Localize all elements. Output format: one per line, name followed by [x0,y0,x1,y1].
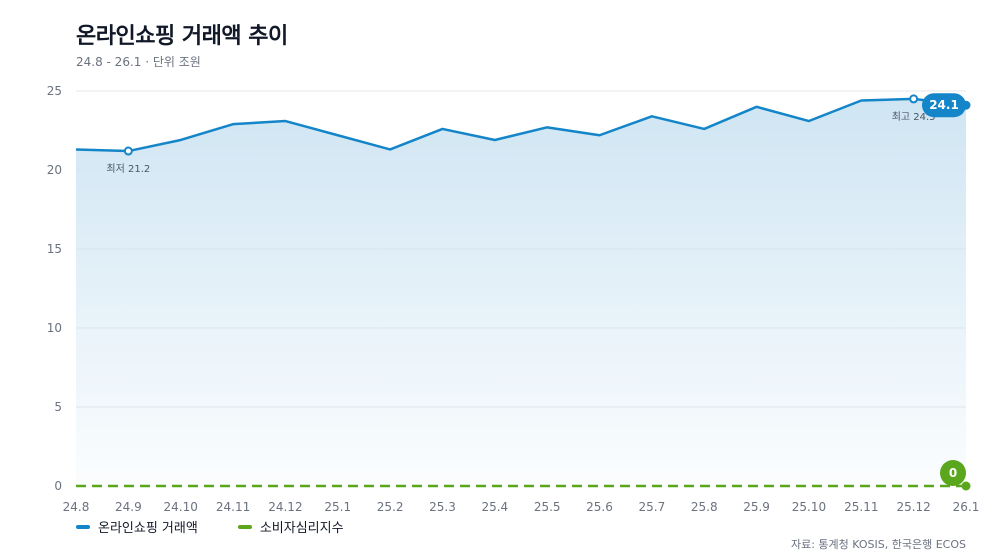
online-shopping-end-dot [961,100,971,110]
x-tick-label-25.12: 25.12 [896,500,930,514]
legend-item-online-shopping: 온라인쇼핑 거래액 [76,517,198,536]
consumer-sentiment-end-dot [961,481,971,491]
y-tick-label-20: 20 [47,163,62,177]
annotations: 최저 21.2 최고 24.524.1 0 [106,93,971,491]
x-tick-label-26.1: 26.1 [953,500,980,514]
x-tick-label-25.1: 25.1 [324,500,351,514]
legend-item-consumer-sentiment: 소비자심리지수 [237,517,344,536]
y-axis: 0 5 10 15 20 25 [47,84,62,493]
y-tick-label-5: 5 [54,400,62,414]
legend-swatch-online-shopping [76,524,90,529]
legend-label-online-shopping: 온라인쇼핑 거래액 [98,521,198,536]
online-shopping-end-label: 24.1 [929,98,959,112]
annotation-point-1 [909,94,919,104]
source-note: 자료: 통계청 KOSIS, 한국은행 ECOS [790,538,966,551]
legend-swatch-consumer-sentiment [237,524,252,529]
y-tick-label-0: 0 [54,479,62,493]
y-tick-label-25: 25 [47,84,62,98]
chart-legend: 온라인쇼핑 거래액 소비자심리지수 [76,517,344,536]
x-tick-label-24.8: 24.8 [63,500,90,514]
online-shopping-end-badge [922,93,966,118]
y-tick-label-10: 10 [47,321,62,335]
x-tick-label-24.9: 24.9 [115,500,142,514]
x-tick-label-25.8: 25.8 [691,500,718,514]
x-tick-label-24.12: 24.12 [268,500,302,514]
x-tick-label-25.10: 25.10 [792,500,826,514]
online-shopping-line [75,97,967,153]
x-tick-label-25.9: 25.9 [743,500,770,514]
legend-label-consumer-sentiment: 소비자심리지수 [259,521,344,536]
series-layer [75,97,967,488]
annotation-label-1: 최고 24.5 [892,111,936,123]
x-tick-label-25.2: 25.2 [377,500,404,514]
x-tick-label-25.11: 25.11 [844,500,878,514]
consumer-sentiment-end-label: 0 [949,466,957,480]
x-tick-label-25.5: 25.5 [534,500,561,514]
chart-title: 온라인쇼핑 거래액 추이 [76,24,288,49]
chart-subtitle: 24.8 - 26.1 · 단위 조원 [76,55,201,69]
x-axis: 24.8 24.9 24.10 24.11 24.12 25.1 25.2 25.3 25.4 2… [63,500,980,514]
online-shopping-area [76,98,966,487]
annotation-label-0: 최저 21.2 [106,163,150,175]
consumer-sentiment-end-badge [940,460,966,486]
x-tick-label-24.11: 24.11 [216,500,250,514]
x-tick-label-25.7: 25.7 [639,500,666,514]
x-tick-label-25.3: 25.3 [429,500,456,514]
annotation-point-0 [123,146,133,156]
y-tick-label-15: 15 [47,242,62,256]
x-tick-label-24.10: 24.10 [164,500,198,514]
x-tick-label-25.6: 25.6 [586,500,613,514]
x-tick-label-25.4: 25.4 [481,500,508,514]
